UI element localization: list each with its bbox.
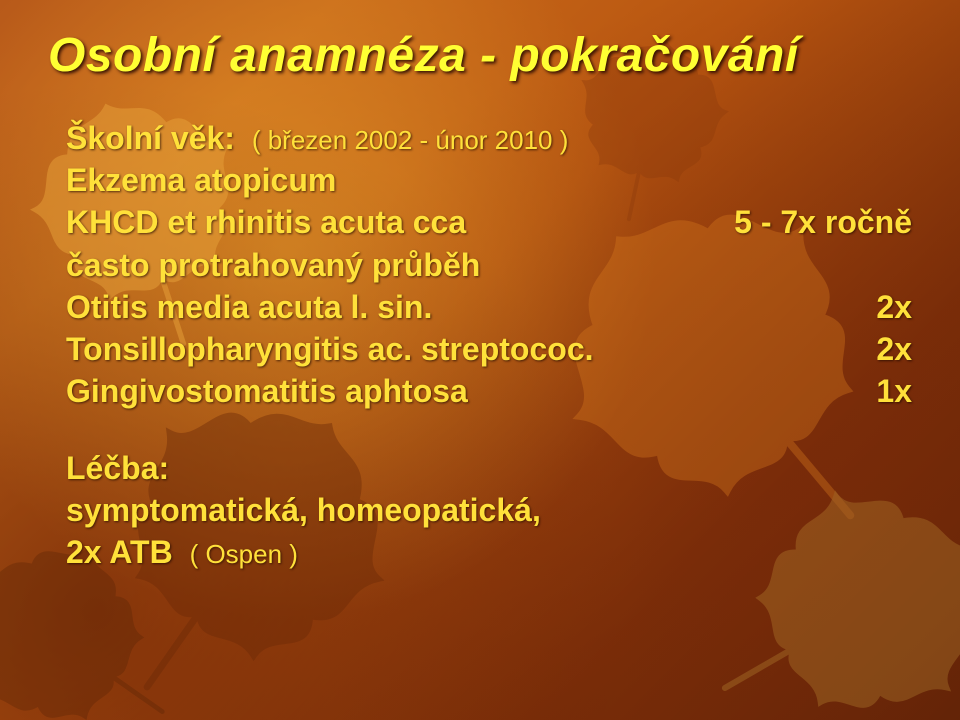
slide-title: Osobní anamnéza - pokračování	[48, 28, 912, 83]
diag-khcd-freq: 5 - 7x ročně	[694, 201, 912, 243]
diag-khcd-note: často protrahovaný průběh	[66, 244, 912, 286]
diag-otitis-row: Otitis media acuta l. sin. 2x	[66, 286, 912, 328]
treatment-line1: symptomatická, homeopatická,	[66, 489, 912, 531]
diag-gingivo-freq: 1x	[836, 370, 912, 412]
diag-ekzema: Ekzema atopicum	[66, 159, 912, 201]
treatment-heading: Léčba:	[66, 447, 912, 489]
diag-otitis-freq: 2x	[836, 286, 912, 328]
treatment-atb-note: ( Ospen )	[190, 539, 298, 569]
treatment-atb: 2x ATB	[66, 534, 173, 570]
slide: Osobní anamnéza - pokračování Školní věk…	[0, 0, 960, 720]
slide-content: Osobní anamnéza - pokračování Školní věk…	[0, 0, 960, 720]
school-age-line: Školní věk: ( březen 2002 - únor 2010 )	[66, 117, 912, 159]
slide-body: Školní věk: ( březen 2002 - únor 2010 ) …	[48, 117, 912, 573]
diag-otitis-text: Otitis media acuta l. sin.	[66, 286, 432, 328]
school-age-period: ( březen 2002 - únor 2010 )	[252, 125, 569, 155]
diag-tonsil-freq: 2x	[836, 328, 912, 370]
treatment-line2: 2x ATB ( Ospen )	[66, 531, 912, 573]
diag-khcd-text: KHCD et rhinitis acuta cca	[66, 201, 466, 243]
diag-khcd-row: KHCD et rhinitis acuta cca 5 - 7x ročně	[66, 201, 912, 243]
diag-gingivo-row: Gingivostomatitis aphtosa 1x	[66, 370, 912, 412]
school-age-label: Školní věk:	[66, 120, 235, 156]
diag-tonsil-text: Tonsillopharyngitis ac. streptococ.	[66, 328, 594, 370]
diag-tonsil-row: Tonsillopharyngitis ac. streptococ. 2x	[66, 328, 912, 370]
diag-gingivo-text: Gingivostomatitis aphtosa	[66, 370, 468, 412]
